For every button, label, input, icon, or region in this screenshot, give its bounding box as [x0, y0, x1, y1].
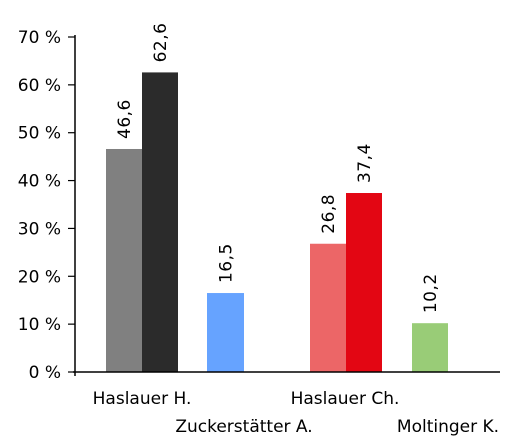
- y-tick-label: 50 %: [18, 124, 61, 144]
- category-label: Moltinger K.: [397, 417, 499, 437]
- data-labels: 46,6 62,6 16,5 26,8 37,4 10,2: [115, 23, 441, 314]
- bars: [106, 72, 448, 373]
- bar-value-label: 16,5: [217, 243, 237, 283]
- bar: [207, 293, 244, 372]
- bar: [412, 323, 448, 372]
- y-tick-label: 10 %: [18, 315, 61, 335]
- x-axis: Haslauer H. Zuckerstätter A. Haslauer Ch. M…: [73, 371, 500, 437]
- y-tick-label: 30 %: [18, 219, 61, 239]
- category-label: Haslauer Ch.: [291, 389, 400, 409]
- bar-value-label: 10,2: [421, 273, 441, 313]
- category-label: Zuckerstätter A.: [175, 417, 312, 437]
- y-axis: 0 % 10 % 20 % 30 % 40 % 50 % 60 % 70 %: [18, 28, 76, 383]
- bar-value-label: 37,4: [355, 143, 375, 183]
- y-tick-label: 20 %: [18, 267, 61, 287]
- bar: [346, 193, 382, 372]
- bar-value-label: 62,6: [151, 23, 171, 63]
- y-tick-label: 40 %: [18, 172, 61, 192]
- y-tick-label: 70 %: [18, 28, 61, 48]
- bar-value-label: 46,6: [115, 99, 135, 139]
- y-tick-label: 60 %: [18, 76, 61, 96]
- y-tick-label: 0 %: [29, 363, 61, 383]
- bar: [310, 243, 346, 372]
- bar: [142, 72, 178, 373]
- bar: [106, 148, 142, 372]
- bar-value-label: 26,8: [319, 194, 339, 234]
- category-label: Haslauer H.: [93, 389, 192, 409]
